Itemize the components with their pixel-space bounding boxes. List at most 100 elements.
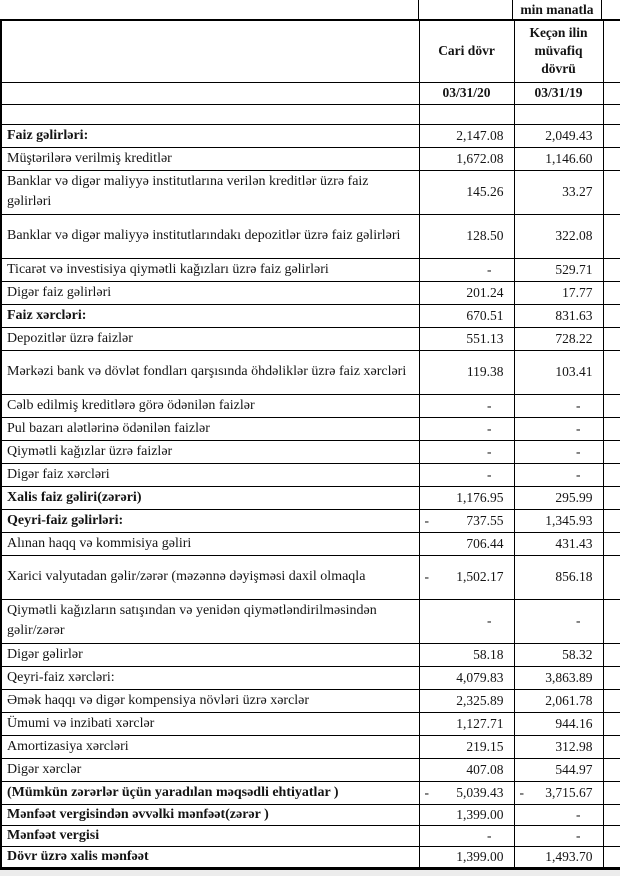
row-label: Müştərilərə verilmiş kreditlər bbox=[0, 146, 420, 171]
date-row: 03/31/20 03/31/19 bbox=[0, 81, 620, 105]
table-row: Digər xərclər 407.08 544.97 bbox=[0, 757, 620, 782]
table-row: Xarici valyutadan gəlir/zərər (məzənnə d… bbox=[0, 554, 620, 600]
value-prior: 17.77 bbox=[513, 280, 604, 305]
row-label: Banklar və digər maliyyə institutlarında… bbox=[0, 213, 420, 259]
value-current: 4,079.83 bbox=[418, 665, 515, 690]
row-label: Qeyri-faiz gəlirləri: bbox=[0, 508, 420, 533]
table-row: Dövr üzrə xalis mənfəət 1,399.00 1,493.7… bbox=[0, 845, 620, 870]
value-current: 2,325.89 bbox=[418, 688, 515, 713]
value-prior: 944.16 bbox=[513, 711, 604, 736]
value-prior: 103.41 bbox=[513, 349, 604, 395]
units-label: min manatla bbox=[513, 0, 602, 19]
value-current: 706.44 bbox=[418, 531, 515, 556]
table-row: Alınan haqq və kommisiya gəliri 706.44 4… bbox=[0, 531, 620, 556]
units-strip: min manatla bbox=[0, 0, 620, 19]
row-label: Amortizasiya xərcləri bbox=[0, 734, 420, 759]
value-prior: 831.63 bbox=[513, 303, 604, 328]
table-row: Mərkəzi bank və dövlət fondları qarşısın… bbox=[0, 349, 620, 395]
value-current: - bbox=[418, 439, 515, 464]
value-prior: 58.32 bbox=[513, 642, 604, 667]
value-current: 219.15 bbox=[418, 734, 515, 759]
value-current: 119.38 bbox=[418, 349, 515, 395]
blank-row bbox=[0, 103, 620, 125]
value-prior: 1,146.60 bbox=[513, 146, 604, 171]
table-row: Qeyri-faiz xərcləri: 4,079.83 3,863.89 bbox=[0, 665, 620, 690]
income-statement-table: Cari dövr Keçən ilin müvafiq dövrü 03/31… bbox=[0, 19, 620, 870]
value-prior: 856.18 bbox=[513, 554, 604, 600]
row-label: Mənfəət vergisindən əvvəlki mənfəət(zərə… bbox=[0, 803, 420, 826]
row-label: Mənfəət vergisi bbox=[0, 824, 420, 847]
table-row: Pul bazarı alətlərinə ödənilən faizlər -… bbox=[0, 416, 620, 441]
crop-gutter bbox=[602, 19, 620, 83]
row-label: Qeyri-faiz xərcləri: bbox=[0, 665, 420, 690]
table-row: Amortizasiya xərcləri 219.15 312.98 bbox=[0, 734, 620, 759]
value-current: - bbox=[418, 416, 515, 441]
table-row: Mənfəət vergisi - - bbox=[0, 824, 620, 847]
table-row: Digər gəlirlər 58.18 58.32 bbox=[0, 642, 620, 667]
table-row: Banklar və digər maliyyə institutlarında… bbox=[0, 213, 620, 259]
value-prior: - bbox=[513, 462, 604, 487]
value-prior: - bbox=[513, 598, 604, 644]
value-current: - bbox=[418, 257, 515, 282]
value-prior: 728.22 bbox=[513, 326, 604, 351]
value-prior: -3,715.67 bbox=[513, 780, 604, 805]
row-label: Pul bazarı alətlərinə ödənilən faizlər bbox=[0, 416, 420, 441]
value-current: - bbox=[418, 824, 515, 847]
table-row: Depozitlər üzrə faizlər 551.13 728.22 bbox=[0, 326, 620, 351]
value-current: 1,399.00 bbox=[418, 845, 515, 870]
value-prior: 2,061.78 bbox=[513, 688, 604, 713]
value-current: 407.08 bbox=[418, 757, 515, 782]
row-label: Faiz xərcləri: bbox=[0, 303, 420, 328]
value-prior: 3,863.89 bbox=[513, 665, 604, 690]
row-label: Faiz gəlirləri: bbox=[0, 123, 420, 148]
row-label: Xarici valyutadan gəlir/zərər (məzənnə d… bbox=[0, 554, 420, 600]
row-label: Digər xərclər bbox=[0, 757, 420, 782]
value-current: 1,176.95 bbox=[418, 485, 515, 510]
date-row-empty-cell bbox=[0, 81, 420, 105]
units-strip-empty-cell bbox=[418, 0, 513, 19]
page-background bbox=[0, 869, 620, 876]
value-current: - bbox=[418, 598, 515, 644]
row-label: Cəlb edilmiş kreditlərə görə ödənilən fa… bbox=[0, 393, 420, 418]
value-prior: 2,049.43 bbox=[513, 123, 604, 148]
row-label: Qiymətli kağızlar üzrə faizlər bbox=[0, 439, 420, 464]
value-prior: - bbox=[513, 824, 604, 847]
row-label: Ticarət və investisiya qiymətli kağızlar… bbox=[0, 257, 420, 282]
value-current: 1,672.08 bbox=[418, 146, 515, 171]
value-current: 1,127.71 bbox=[418, 711, 515, 736]
table-row: Müştərilərə verilmiş kreditlər 1,672.08 … bbox=[0, 146, 620, 171]
row-label: (Mümkün zərərlər üçün yaradılan məqsədli… bbox=[0, 780, 420, 805]
table-row: Faiz gəlirləri: 2,147.08 2,049.43 bbox=[0, 123, 620, 148]
header-empty-cell bbox=[0, 19, 420, 83]
value-current: 2,147.08 bbox=[418, 123, 515, 148]
row-label: Banklar və digər maliyyə institutlarına … bbox=[0, 169, 420, 215]
row-label: Xalis faiz gəliri(zərəri) bbox=[0, 485, 420, 510]
crop-gutter bbox=[602, 81, 620, 105]
row-label: Əmək haqqı və digər kompensiya növləri ü… bbox=[0, 688, 420, 713]
row-label: Depozitlər üzrə faizlər bbox=[0, 326, 420, 351]
minus-sign: - bbox=[424, 512, 430, 528]
table-row: Qiymətli kağızlar üzrə faizlər - - bbox=[0, 439, 620, 464]
value-prior: 529.71 bbox=[513, 257, 604, 282]
value-current: 670.51 bbox=[418, 303, 515, 328]
current-period-header: Cari dövr bbox=[418, 19, 515, 83]
value-current: 58.18 bbox=[418, 642, 515, 667]
prior-period-header: Keçən ilin müvafiq dövrü bbox=[513, 19, 604, 83]
value-prior: 312.98 bbox=[513, 734, 604, 759]
row-label: Digər faiz xərcləri bbox=[0, 462, 420, 487]
value-current: 551.13 bbox=[418, 326, 515, 351]
minus-sign: - bbox=[424, 784, 430, 800]
value-current: -737.55 bbox=[418, 508, 515, 533]
table-row: Faiz xərcləri: 670.51 831.63 bbox=[0, 303, 620, 328]
row-label: Qiymətli kağızların satışından və yenidə… bbox=[0, 598, 420, 644]
row-label: Digər faiz gəlirləri bbox=[0, 280, 420, 305]
row-label: Mərkəzi bank və dövlət fondları qarşısın… bbox=[0, 349, 420, 395]
table-row: Banklar və digər maliyyə institutlarına … bbox=[0, 169, 620, 215]
table-row: Cəlb edilmiş kreditlərə görə ödənilən fa… bbox=[0, 393, 620, 418]
prior-period-date: 03/31/19 bbox=[513, 81, 604, 105]
minus-sign: - bbox=[519, 784, 525, 800]
units-strip-gutter bbox=[602, 0, 620, 19]
value-prior: - bbox=[513, 393, 604, 418]
units-strip-spacer bbox=[0, 0, 418, 19]
